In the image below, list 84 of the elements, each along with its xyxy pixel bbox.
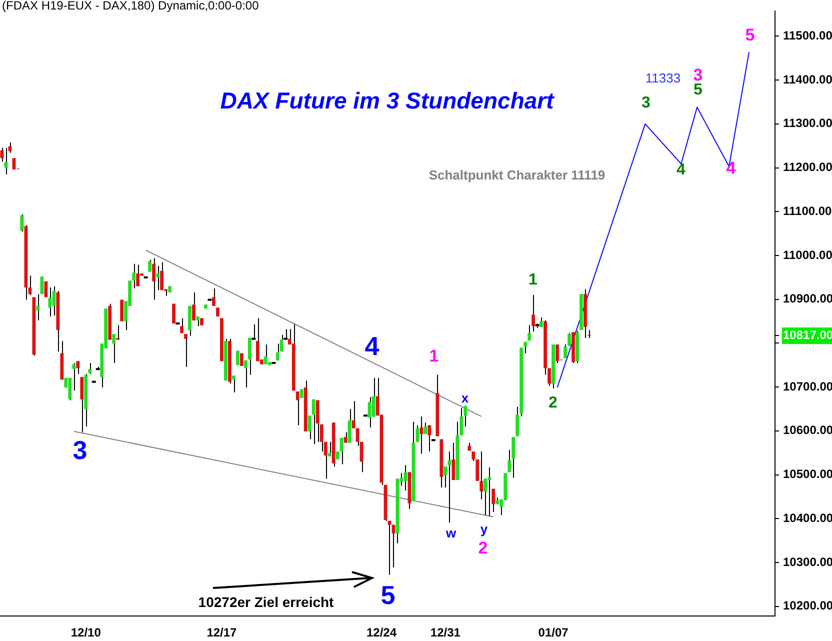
candlestick: [136, 264, 140, 287]
candlestick: [324, 441, 328, 480]
candlestick: [448, 451, 452, 524]
candlestick: [68, 377, 72, 401]
candlestick: [296, 390, 300, 426]
candlestick: [340, 437, 344, 465]
candlestick: [540, 316, 543, 328]
candlestick: [184, 333, 188, 368]
annotation: y: [480, 522, 488, 537]
annotation: Schaltpunkt Charakter 11119: [428, 168, 606, 183]
y-tick-label: 11100.00: [783, 204, 832, 218]
x-tick-label: 01/07: [538, 626, 569, 640]
candlestick: [344, 432, 348, 444]
candlestick: [80, 376, 84, 433]
candlestick: [156, 266, 160, 291]
candlestick: [0, 148, 4, 162]
candlestick: [132, 263, 136, 289]
candlestick: [244, 360, 248, 388]
candlestick: [248, 337, 252, 376]
annotation: 1: [528, 271, 538, 288]
y-tick-label: 11300.00: [783, 116, 832, 130]
candlestick: [556, 344, 559, 364]
candlestick: [252, 324, 256, 340]
annotation: 5: [745, 26, 755, 45]
candlestick: [316, 400, 320, 442]
candlestick: [368, 396, 372, 428]
y-tick-label: 11500.00: [783, 28, 832, 43]
candlestick: [284, 328, 288, 340]
annotation: 2: [478, 538, 488, 558]
candlestick: [352, 400, 356, 429]
candlestick: [160, 262, 164, 291]
annotation: 3: [72, 435, 88, 466]
candlestick: [320, 424, 324, 452]
y-tick-label: 11400.00: [783, 72, 832, 86]
candlestick: [312, 398, 316, 445]
candlestick: [236, 350, 240, 366]
candlestick: [256, 318, 260, 362]
candlestick: [276, 343, 280, 361]
annotation: 3: [642, 94, 651, 112]
candlestick: [192, 292, 196, 321]
candlestick: [488, 466, 492, 517]
y-tick-label: 11200.00: [783, 160, 832, 174]
candlestick: [404, 464, 408, 492]
annotation: 2: [548, 394, 558, 412]
candlestick: [152, 258, 156, 300]
annotation: 1: [429, 346, 439, 366]
candlestick: [464, 405, 468, 428]
y-tick-label: 11000.00: [783, 248, 832, 262]
candlestick: [308, 415, 312, 440]
candlestick: [52, 286, 56, 316]
candlestick: [4, 148, 8, 175]
candlestick: [480, 451, 484, 500]
candlestick: [48, 287, 52, 317]
candlestick: [528, 324, 532, 342]
candlestick: [532, 294, 536, 332]
candlestick: [476, 458, 480, 482]
candlestick: [120, 299, 124, 322]
candlestick: [512, 436, 516, 478]
candlestick: [20, 214, 24, 232]
candlestick: [88, 362, 92, 374]
annotation: 5: [380, 580, 396, 610]
x-tick-label: 12/24: [366, 626, 397, 640]
annotation: 10272er Ziel erreicht: [198, 594, 334, 610]
candlestick: [264, 344, 268, 365]
candlestick: [280, 334, 284, 352]
x-tick-label: 12/17: [206, 626, 238, 640]
annotation: w: [444, 526, 457, 541]
annotation: x: [461, 390, 470, 406]
candlestick: [568, 332, 571, 346]
annotation: 4: [364, 331, 380, 362]
annotation: 11333: [645, 70, 681, 86]
candlestick: [460, 408, 464, 436]
candlestick: [112, 333, 116, 364]
candlestick: [72, 362, 76, 392]
candlestick: [180, 318, 184, 334]
annotation: 4: [726, 158, 736, 178]
candlestick: [232, 375, 236, 393]
chart-subtitle: (FDAX H19-EUX - DAX,180) Dynamic,0:00-0:00: [2, 0, 260, 12]
annotation: 4: [676, 161, 686, 178]
x-tick-label: 12/31: [430, 626, 461, 640]
candlestick: [428, 424, 432, 452]
candlestick: [444, 466, 448, 488]
x-tick-label: 12/10: [70, 626, 102, 640]
text: DAX Future im 3 Stundenchart: [220, 87, 556, 114]
